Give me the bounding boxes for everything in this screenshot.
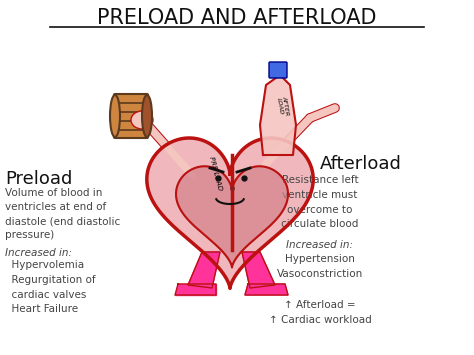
Text: PRELOAD AND AFTERLOAD: PRELOAD AND AFTERLOAD — [97, 8, 377, 28]
Polygon shape — [242, 252, 275, 288]
Text: Hypertension
Vasoconstriction: Hypertension Vasoconstriction — [277, 254, 363, 279]
Text: Resistance left
ventricle must
overcome to
circulate blood: Resistance left ventricle must overcome … — [281, 175, 359, 229]
Polygon shape — [188, 252, 220, 288]
Polygon shape — [147, 138, 313, 288]
Text: Increased in:: Increased in: — [5, 248, 72, 258]
Ellipse shape — [110, 95, 120, 137]
Ellipse shape — [142, 95, 152, 137]
Polygon shape — [176, 166, 288, 268]
Ellipse shape — [131, 111, 153, 129]
FancyBboxPatch shape — [269, 62, 287, 78]
FancyBboxPatch shape — [114, 94, 148, 138]
Text: Afterload: Afterload — [320, 155, 402, 173]
Text: Hypervolemia
  Regurgitation of
  cardiac valves
  Heart Failure: Hypervolemia Regurgitation of cardiac va… — [5, 260, 96, 315]
Text: PRE LOAD: PRE LOAD — [208, 155, 223, 191]
Polygon shape — [245, 284, 288, 295]
Text: ↑ Afterload =
↑ Cardiac workload: ↑ Afterload = ↑ Cardiac workload — [269, 300, 371, 325]
Polygon shape — [260, 75, 296, 155]
Text: Volume of blood in
ventricles at end of
diastole (end diastolic
pressure): Volume of blood in ventricles at end of … — [5, 188, 120, 240]
Polygon shape — [175, 284, 216, 295]
Text: Increased in:: Increased in: — [286, 240, 354, 250]
Text: AFTER
LOAD: AFTER LOAD — [276, 95, 290, 117]
Text: Preload: Preload — [5, 170, 73, 188]
